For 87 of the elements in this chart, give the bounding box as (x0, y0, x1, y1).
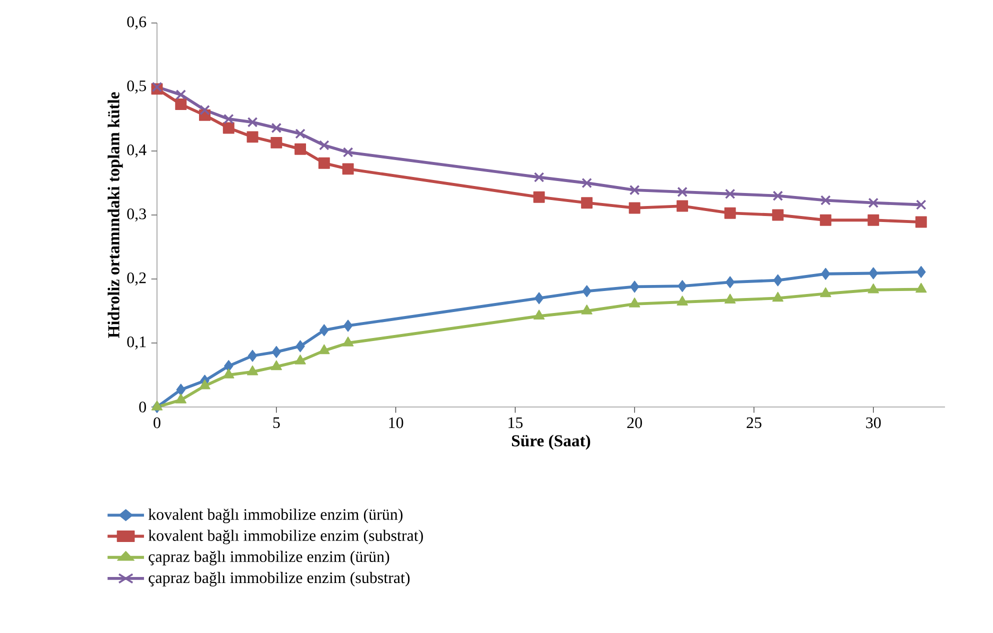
point (320, 324, 329, 336)
point (915, 216, 927, 228)
point (630, 280, 640, 293)
point (342, 163, 354, 175)
y-tick-label: 0 (139, 402, 146, 412)
y-tick-label: 0,6 (127, 16, 146, 30)
x-axis-title: Süre (Saat) (512, 434, 590, 450)
point (246, 365, 258, 376)
x-tick-label: 0 (154, 417, 160, 428)
point (772, 292, 784, 302)
point (868, 214, 880, 226)
point (318, 157, 330, 169)
point (916, 282, 927, 293)
legend-label: çapraz bağlı immobilize enzim (ürün) (148, 550, 390, 566)
point (247, 117, 258, 128)
y-tick-label: 0,2 (127, 272, 146, 286)
point (175, 98, 187, 110)
x-tick-label: 25 (746, 417, 762, 428)
point (534, 292, 544, 304)
point (677, 186, 688, 198)
point (176, 384, 186, 396)
point (175, 394, 186, 404)
y-tick-label: 0,3 (127, 208, 146, 222)
point (533, 310, 545, 320)
point (152, 82, 162, 92)
point (773, 274, 782, 286)
x-tick-label: 15 (508, 417, 523, 428)
legend-label: kovalent bağlı immobilize enzim (ürün) (148, 508, 402, 524)
x-tick-label: 20 (627, 417, 642, 428)
point (343, 320, 353, 332)
point (868, 198, 879, 208)
point (582, 178, 592, 188)
x-tick-label: 10 (389, 417, 404, 428)
point (724, 207, 736, 219)
point (678, 280, 687, 292)
point (199, 379, 210, 390)
point (628, 202, 640, 214)
point (772, 190, 784, 201)
point (271, 122, 282, 134)
x-tick-label: 30 (866, 417, 881, 428)
point (581, 197, 593, 209)
y-axis-title: Hidroliz ortamındaki toplam kütle (108, 92, 123, 338)
point (628, 298, 640, 308)
point (318, 140, 330, 150)
point (916, 266, 926, 278)
point (248, 350, 258, 362)
point (676, 296, 688, 306)
point (342, 336, 354, 346)
point (294, 354, 306, 364)
point (534, 172, 544, 182)
point (151, 400, 163, 410)
point (342, 147, 354, 158)
y-tick-label: 0,5 (127, 80, 146, 94)
point (868, 283, 879, 294)
point (318, 344, 330, 354)
point (533, 191, 545, 203)
point (270, 136, 282, 148)
point (676, 200, 688, 212)
point (772, 209, 784, 221)
point (629, 184, 640, 196)
point (296, 340, 305, 352)
point (272, 346, 281, 358)
point (294, 143, 306, 155)
point (176, 90, 186, 100)
point (820, 195, 831, 206)
point (223, 114, 234, 124)
point (724, 188, 736, 200)
point (270, 360, 282, 370)
legend-label: kovalent bağlı immobilize enzim (substrat) (148, 530, 423, 544)
y-tick-label: 0,1 (127, 336, 146, 350)
point (581, 304, 592, 314)
point (725, 276, 735, 288)
point (868, 267, 878, 280)
x-tick-label: 5 (273, 417, 280, 428)
point (916, 200, 926, 210)
point (246, 131, 258, 143)
point (582, 285, 592, 298)
point (820, 214, 832, 226)
point (222, 122, 234, 134)
legend-label: çapraz bağlı immobilize enzim (substrat) (148, 572, 410, 586)
point (821, 268, 830, 280)
point (820, 287, 832, 298)
point (223, 368, 234, 378)
point (200, 104, 210, 116)
point (295, 128, 306, 139)
y-tick-label: 0,4 (127, 144, 146, 158)
point (724, 294, 736, 304)
